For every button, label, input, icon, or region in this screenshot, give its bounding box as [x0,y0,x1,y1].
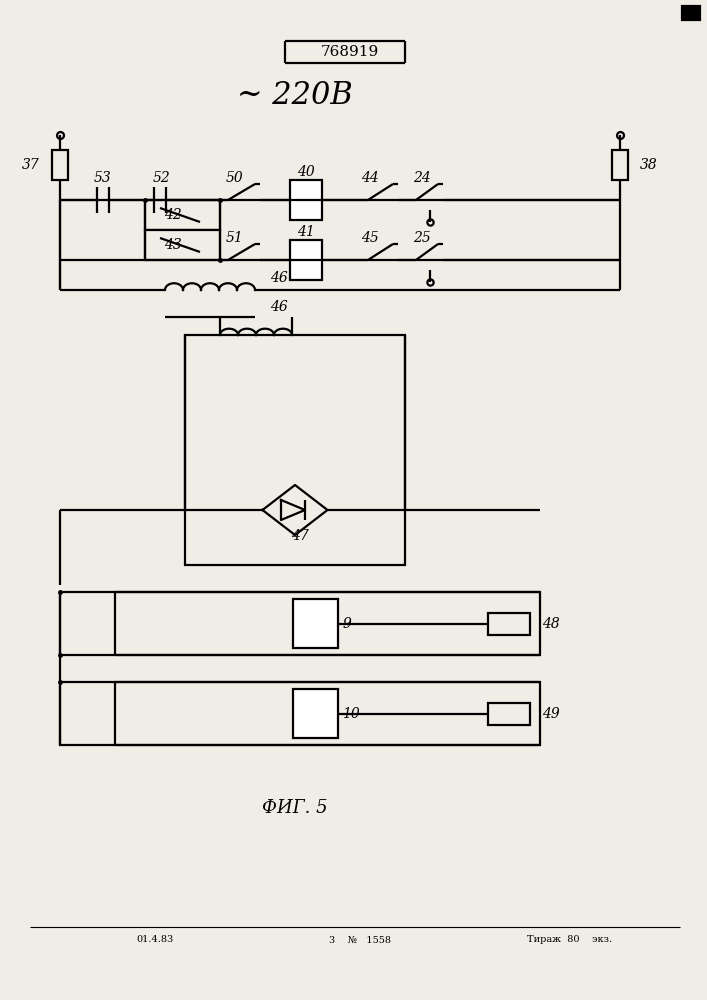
Text: 43: 43 [164,238,182,252]
Bar [612,150,628,180]
Text: 40: 40 [297,165,315,179]
Text: 38: 38 [640,158,658,172]
Bar [60,592,540,655]
Text: 44: 44 [361,171,379,185]
Text: 10: 10 [342,706,361,720]
Text: 53: 53 [94,171,112,185]
Text: 25: 25 [413,231,431,245]
Bar [488,612,530,635]
Text: 3    №   1558: 3 № 1558 [329,936,391,944]
Bar [52,150,68,180]
Text: 768919: 768919 [321,45,379,59]
Text: 37: 37 [22,158,40,172]
Text: ~ 220B: ~ 220B [237,80,353,110]
Text: 46: 46 [270,271,288,285]
Text: 42: 42 [164,208,182,222]
Text: 01.4.83: 01.4.83 [136,936,174,944]
Text: 50: 50 [226,171,244,185]
Text: 41: 41 [297,225,315,239]
Bar [290,180,322,220]
Text: Тираж  80    экз.: Тираж 80 экз. [527,936,612,944]
Bar [290,240,322,280]
Bar [185,335,405,565]
Bar [293,599,337,648]
Bar [145,230,220,260]
Bar [682,6,700,20]
Text: 51: 51 [226,231,244,245]
Text: 47: 47 [291,529,309,543]
Text: 46: 46 [270,300,288,314]
Text: 48: 48 [542,616,560,631]
Text: 9: 9 [342,616,351,631]
Text: 52: 52 [153,171,171,185]
Text: 45: 45 [361,231,379,245]
Text: 24: 24 [413,171,431,185]
Text: 49: 49 [542,706,560,720]
Text: ФИГ. 5: ФИГ. 5 [262,799,328,817]
Bar [293,689,337,738]
Bar [488,702,530,724]
Bar [145,200,220,230]
Bar [60,682,540,745]
